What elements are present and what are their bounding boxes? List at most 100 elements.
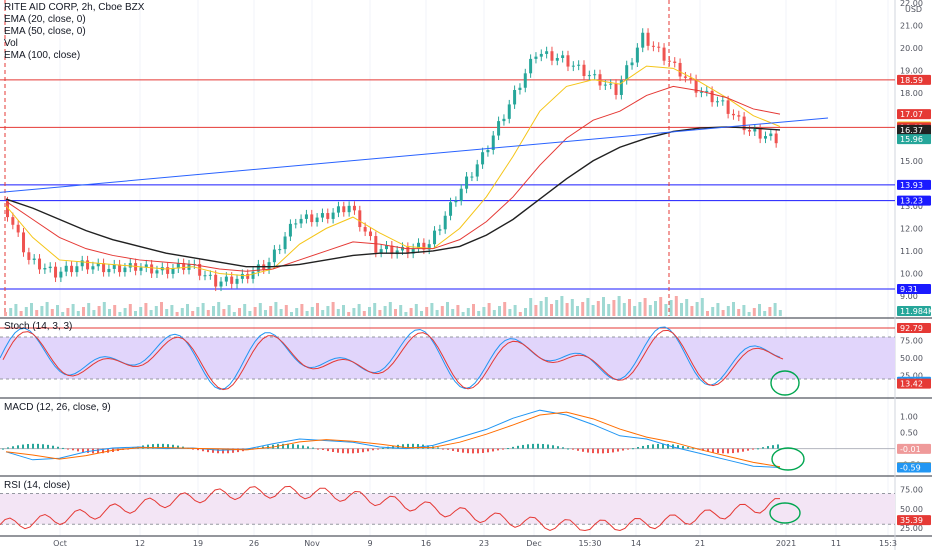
volume-bar: [290, 312, 293, 316]
volume-bar: [737, 309, 741, 316]
candle-body: [747, 130, 751, 132]
volume-bar: [352, 308, 356, 316]
symbol-title: RITE AID CORP, 2h, Cboe BZX: [4, 2, 145, 13]
candle-body: [411, 248, 415, 254]
stoch-d-line: [2, 329, 784, 391]
macd-histogram-bar: [497, 448, 499, 451]
volume-bar: [269, 306, 273, 316]
price-tick-label: 18.00: [900, 89, 923, 98]
macd-histogram-bar: [2, 448, 4, 450]
volume-bar: [763, 311, 767, 316]
volume-bar: [113, 305, 117, 316]
candle-body: [721, 100, 725, 102]
macd-histogram-bar: [97, 448, 99, 454]
legend-volume[interactable]: Vol: [4, 38, 18, 49]
legend-ema20[interactable]: EMA (20, close, 0): [4, 14, 86, 25]
macd-histogram-bar: [517, 445, 519, 449]
stoch-label[interactable]: Stoch (14, 3, 3): [4, 321, 73, 332]
macd-histogram-bar: [467, 448, 469, 454]
candle-body: [475, 164, 479, 177]
volume-bar: [451, 309, 455, 316]
macd-histogram-bar: [747, 448, 749, 451]
candle-body: [523, 73, 527, 88]
volume-bar: [102, 302, 106, 316]
volume-bar: [87, 303, 91, 316]
ema-line-100: [5, 126, 781, 268]
volume-bar: [617, 296, 621, 316]
macd-label[interactable]: MACD (12, 26, close, 9): [4, 402, 111, 413]
macd-histogram-bar: [417, 444, 419, 449]
volume-bar: [180, 308, 184, 316]
volume-bar: [695, 302, 699, 316]
macd-histogram-bar: [562, 447, 564, 449]
volume-bar: [534, 305, 538, 316]
macd-histogram-bar: [597, 448, 599, 454]
macd-histogram-bar: [547, 444, 549, 449]
rsi-tick-label: 75.00: [900, 486, 923, 495]
volume-bar: [685, 299, 689, 316]
price-tag-bg: [897, 195, 931, 206]
volume-bar: [14, 304, 18, 316]
candle-body: [283, 236, 287, 250]
candle-body: [513, 89, 517, 105]
volume-bar: [310, 307, 314, 316]
volume-bar: [643, 298, 647, 316]
volume-bar: [591, 305, 595, 316]
candle-body: [107, 268, 111, 273]
rsi-label[interactable]: RSI (14, close): [4, 480, 71, 491]
rsi-tag-bg: [897, 515, 931, 526]
macd-histogram-bar: [592, 448, 594, 454]
volume-bar: [565, 303, 569, 316]
volume-bar: [227, 305, 231, 316]
price-tick-label: 13.00: [900, 202, 923, 211]
volume-bar: [50, 309, 54, 316]
volume-bar: [654, 301, 657, 316]
volume-bar: [747, 312, 751, 316]
candle-body: [134, 263, 138, 271]
macd-tag-bg: [897, 443, 931, 454]
rsi-tick-label: 50.00: [900, 505, 923, 514]
volume-bar: [97, 306, 101, 316]
macd-histogram-bar: [312, 447, 314, 449]
candle-body: [86, 260, 90, 270]
volume-bar: [669, 300, 673, 316]
macd-histogram-bar: [12, 446, 14, 449]
candle-body: [48, 266, 52, 269]
volume-bar: [550, 304, 553, 316]
macd-histogram-bar: [327, 448, 329, 452]
volume-bar: [742, 305, 746, 316]
volume-bar: [217, 302, 221, 316]
volume-bar: [518, 312, 522, 316]
candle-body: [427, 244, 431, 250]
macd-histogram-bar: [732, 448, 734, 454]
candle-body: [144, 264, 148, 268]
candle-body: [635, 47, 639, 63]
macd-histogram-bar: [7, 447, 9, 449]
candle-body: [288, 223, 292, 237]
volume-bar: [279, 309, 283, 316]
macd-histogram-bar: [307, 446, 309, 449]
macd-histogram-bar: [652, 444, 654, 449]
macd-histogram-bar: [727, 448, 729, 454]
volume-bar: [581, 302, 585, 316]
macd-histogram-bar: [717, 448, 719, 454]
volume-bar: [232, 312, 236, 316]
volume-bar: [732, 302, 735, 316]
legend-ema100[interactable]: EMA (100, close): [4, 50, 81, 61]
volume-bar: [368, 307, 371, 316]
volume-bar: [498, 306, 501, 316]
macd-histogram-bar: [22, 444, 24, 449]
candle-body: [619, 80, 623, 95]
macd-histogram-bar: [532, 443, 534, 449]
candle-body: [577, 64, 581, 66]
volume-bar: [420, 311, 423, 316]
price-tag-bg: [897, 284, 931, 295]
candle-body: [625, 65, 629, 81]
macd-histogram-bar: [407, 443, 409, 449]
legend-ema50[interactable]: EMA (50, close, 0): [4, 26, 86, 37]
volume-bar: [191, 311, 195, 316]
macd-histogram-bar: [552, 445, 554, 449]
candle-body: [54, 266, 58, 278]
trend-line: [0, 117, 829, 193]
